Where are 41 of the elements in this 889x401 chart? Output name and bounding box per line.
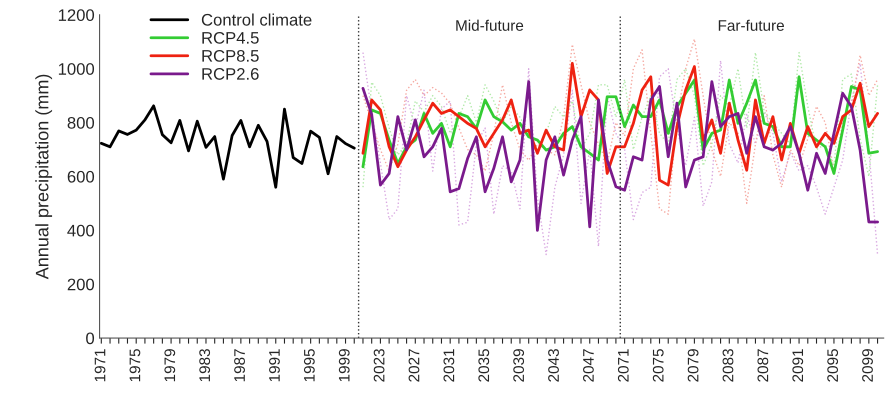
x-tick-label: 1975 (129, 349, 140, 382)
annotation: Mid-future (456, 20, 524, 31)
x-tick-label: 1995 (304, 349, 315, 382)
x-tick-label: 2087 (757, 349, 768, 382)
legend-label: Control climate (202, 13, 312, 26)
x-tick-label: 1991 (269, 349, 280, 382)
x-tick-label: 2043 (548, 349, 559, 382)
y-axis-title: Annual precipitation (mm) (35, 74, 52, 280)
x-tick-label: 1983 (199, 349, 210, 382)
x-tick-label: 2083 (722, 349, 734, 382)
annotation: Far-future (718, 20, 784, 31)
y-tick-label: 0 (86, 332, 94, 344)
x-tick-label: 2031 (443, 349, 454, 382)
legend-label: RCP2.6 (202, 68, 259, 80)
line-series (362, 80, 879, 232)
y-tick-label: 1200 (58, 9, 94, 22)
x-tick-label: 1999 (338, 349, 350, 382)
y-tick-label: 800 (68, 116, 94, 129)
x-tick-label: 2099 (862, 349, 873, 382)
legend-label: RCP8.5 (202, 50, 259, 62)
x-tick-label: 2079 (688, 349, 698, 382)
line-series (100, 104, 356, 189)
x-tick-label: 2039 (513, 349, 524, 382)
x-tick-label: 2027 (408, 349, 420, 382)
x-tick-label: 1979 (164, 349, 176, 382)
x-tick-label: 2075 (652, 349, 664, 382)
y-tick-label: 400 (67, 224, 94, 237)
x-tick-label: 2035 (478, 349, 490, 382)
x-tick-label: 2095 (827, 349, 838, 382)
x-tick-label: 2071 (618, 349, 629, 382)
y-tick-label: 1000 (58, 63, 94, 75)
y-tick-label: 600 (68, 170, 94, 183)
x-tick-label: 2047 (583, 349, 594, 382)
legend-label: RCP4.5 (202, 32, 259, 44)
x-tick-label: 1987 (234, 349, 245, 382)
line-series (362, 52, 878, 256)
y-tick-label: 200 (68, 278, 94, 290)
x-tick-label: 2023 (374, 349, 385, 382)
x-tick-label: 2091 (792, 349, 804, 382)
x-tick-label: 1971 (94, 349, 106, 382)
line-series (362, 38, 878, 215)
